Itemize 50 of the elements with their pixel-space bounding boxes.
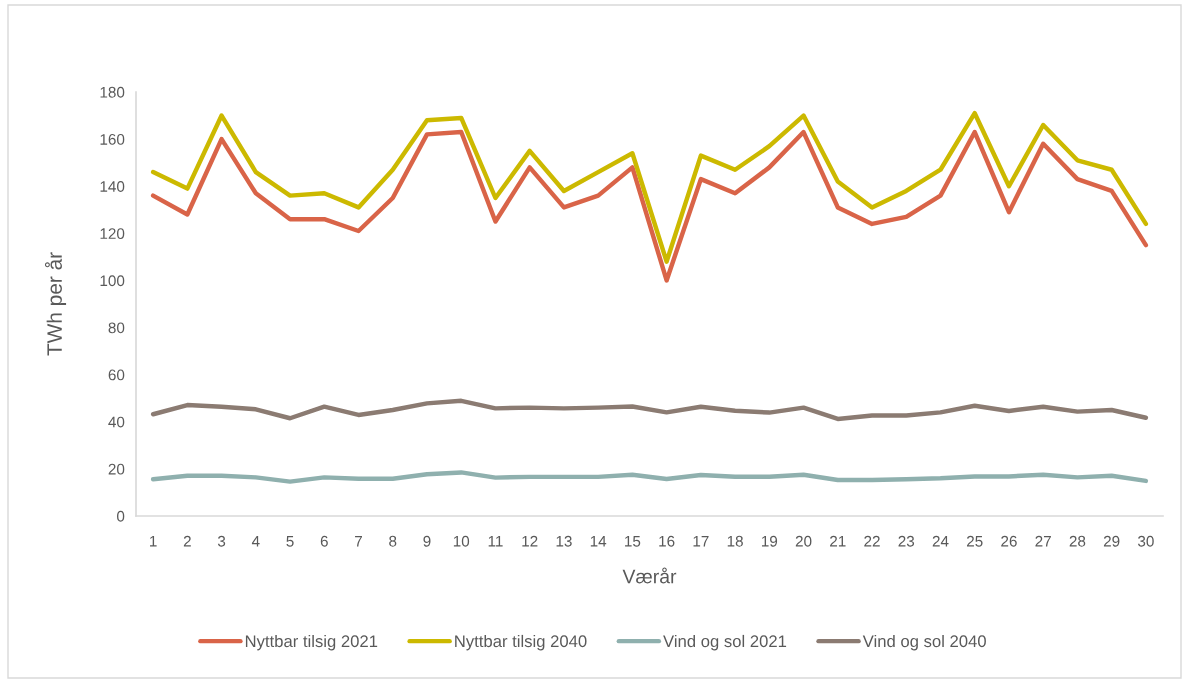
y-tick-label: 60 — [108, 369, 125, 381]
x-tick-label: 17 — [693, 536, 709, 547]
x-tick-label: 3 — [217, 535, 226, 547]
x-tick-label: 25 — [966, 535, 983, 547]
line-series — [150, 129, 1149, 283]
x-tick-label: 20 — [795, 535, 812, 547]
x-tick-label: 30 — [1137, 535, 1154, 547]
x-tick-label: 14 — [590, 536, 607, 547]
x-tick-label: 10 — [453, 535, 470, 547]
line-series — [150, 110, 1149, 264]
x-tick-label: 26 — [1001, 535, 1017, 547]
x-tick-label: 19 — [761, 535, 778, 547]
x-tick-label: 5 — [286, 536, 294, 547]
line-series — [150, 470, 1149, 484]
line-series — [150, 398, 1149, 422]
x-tick-label: 12 — [522, 535, 538, 547]
x-tick-label: 2 — [183, 535, 191, 547]
y-tick-label: 80 — [108, 322, 125, 334]
y-tick-label: 20 — [108, 463, 125, 475]
x-tick-label: 18 — [727, 535, 743, 547]
legend-label: Nyttbar tilsig 2040 — [455, 634, 587, 651]
x-tick-label: 28 — [1069, 535, 1086, 547]
x-tick-label: 16 — [659, 535, 675, 547]
legend-label: Nyttbar tilsig 2021 — [245, 634, 378, 651]
x-tick-label: 13 — [556, 535, 572, 547]
x-tick-label: 7 — [355, 536, 362, 547]
y-tick-label: 40 — [108, 416, 125, 428]
legend-label: Vind og sol 2021 — [663, 634, 787, 651]
y-tick-label: 160 — [100, 133, 125, 145]
x-tick-label: 29 — [1103, 535, 1120, 547]
y-tick-label: 100 — [100, 275, 125, 287]
x-tick-label: 6 — [320, 535, 328, 547]
x-tick-label: 24 — [932, 535, 949, 547]
x-axis-title: Værår — [622, 567, 677, 584]
x-tick-label: 23 — [898, 535, 915, 547]
y-tick-label: 140 — [100, 181, 125, 192]
x-tick-label: 1 — [150, 536, 157, 547]
x-tick-label: 27 — [1035, 535, 1051, 547]
x-tick-label: 21 — [830, 535, 846, 547]
y-tick-label: 0 — [116, 510, 125, 522]
y-axis-title: TWh per år — [44, 252, 67, 356]
x-tick-label: 22 — [864, 535, 880, 547]
x-tick-label: 4 — [251, 536, 260, 547]
x-tick-label: 8 — [389, 535, 397, 547]
y-tick-label: 120 — [100, 228, 125, 240]
y-tick-label: 180 — [100, 86, 125, 98]
x-tick-label: 9 — [423, 535, 431, 547]
x-tick-label: 11 — [488, 536, 503, 547]
legend-label: Vind og sol 2040 — [862, 634, 986, 651]
x-tick-label: 15 — [625, 536, 641, 547]
